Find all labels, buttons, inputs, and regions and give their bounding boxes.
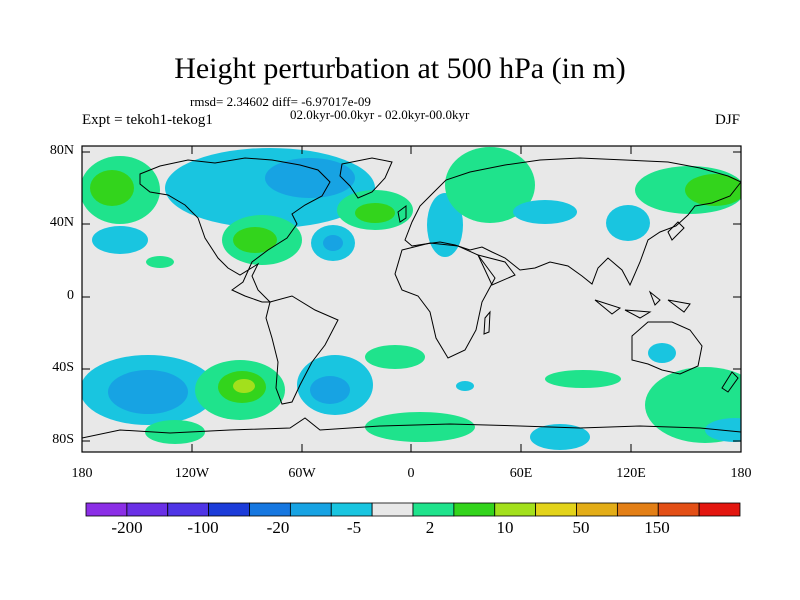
colorbar-box: [453, 502, 496, 517]
lon-label-180w: 180: [71, 466, 93, 481]
lat-label-40n: 40N: [49, 215, 74, 230]
colorbar-label-7: 50: [572, 518, 590, 537]
colorbar-box: [535, 502, 577, 517]
period-label: 02.0kyr-00.0kyr - 02.0kyr-00.0kyr: [290, 107, 470, 122]
lat-label-eq: 0: [67, 288, 74, 303]
colorbar-label-5: 2: [425, 518, 435, 537]
colorbar-label-2: -100: [187, 518, 219, 537]
map-title: Height perturbation at 500 hPa (in m): [174, 52, 626, 85]
lon-label-120w: 120W: [174, 466, 210, 481]
lat-label-80s: 80S: [52, 432, 74, 447]
anomaly-south-africa-green: [365, 345, 425, 369]
colorbar-box: [126, 502, 169, 517]
lon-label-60w: 60W: [288, 466, 316, 481]
colorbar-label-4: -5: [346, 518, 362, 537]
colorbar-box: [85, 502, 128, 517]
anomaly-indian-blue: [456, 381, 474, 391]
colorbar-box: [249, 502, 291, 517]
anomaly-europe-blue: [427, 193, 463, 257]
colorbar-box: [167, 502, 210, 517]
anomaly-pacific-blue: [92, 226, 148, 254]
anomaly-north-atlantic-core: [355, 203, 395, 223]
anomaly-kamchatka-core: [685, 174, 741, 206]
lon-label-180e: 180: [730, 466, 752, 481]
season-label: DJF: [714, 112, 740, 128]
colorbar-box: [576, 502, 618, 517]
colorbar-label-8: 150: [644, 518, 670, 537]
lon-label-0: 0: [407, 466, 415, 481]
anomaly-antarctic-green: [365, 412, 475, 442]
coastlines: [82, 157, 741, 439]
colorbar-box: [494, 502, 537, 517]
anomaly-antarctic-west-green: [145, 420, 205, 444]
colorbar-box: [208, 502, 250, 517]
anomaly-antarctic-east-blue: [530, 424, 590, 450]
experiment-label: Expt = tekoh1-tekog1: [82, 112, 213, 128]
anomaly-east-asia-blue: [606, 205, 650, 241]
anomaly-south-atlantic-core: [310, 376, 350, 404]
lat-label-80n: 80N: [49, 143, 74, 158]
colorbar-box: [330, 502, 373, 517]
colorbar-box: [371, 502, 414, 517]
anomaly-indian-green: [545, 370, 621, 388]
anomaly-east-us-core: [233, 227, 277, 253]
anomaly-pacific-east-green: [146, 256, 174, 268]
axis-ticks: [81, 146, 742, 452]
colorbar-label-3: -20: [266, 518, 290, 537]
stats-label: rmsd= 2.34602 diff= -6.97017e-09: [190, 94, 371, 109]
colorbar-box: [412, 502, 455, 517]
colorbar-label-1: -200: [111, 518, 143, 537]
lon-label-120e: 120E: [616, 466, 646, 481]
anomaly-central-asia-blue: [513, 200, 577, 224]
anomaly-siberia-green: [445, 147, 535, 223]
colorbar-label-6: 10: [496, 518, 514, 537]
colorbar-box: [657, 502, 700, 517]
lat-label-40s: 40S: [52, 360, 74, 375]
anomaly-australia-blue: [648, 343, 676, 363]
anomaly-north-america-core: [265, 158, 355, 198]
anomaly-atlantic-core: [323, 235, 343, 251]
colorbar-box: [616, 502, 659, 517]
anomaly-nw-pacific-core: [90, 170, 134, 206]
anomaly-south-pacific-core: [108, 370, 188, 414]
lon-label-60e: 60E: [509, 466, 533, 481]
colorbar-box: [698, 502, 741, 517]
colorbar-box: [289, 502, 332, 517]
anomaly-south-pacific-peak: [233, 379, 255, 393]
